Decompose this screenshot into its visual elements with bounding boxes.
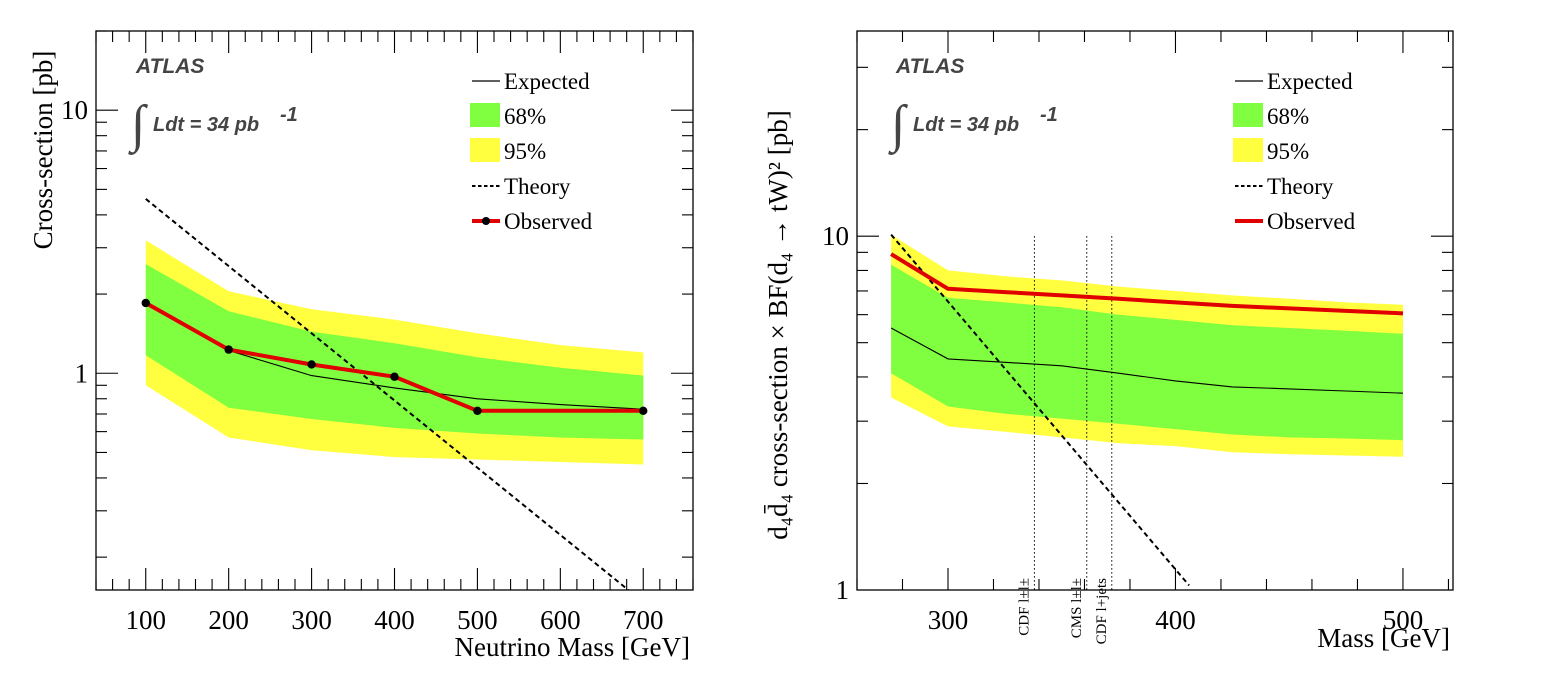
legend-label: Expected (1267, 69, 1353, 94)
legend-label: Observed (1267, 209, 1356, 234)
y-tick-label: 1 (75, 358, 89, 388)
x-tick-label: 700 (623, 605, 664, 635)
legend-label: Theory (504, 174, 571, 199)
y-tick-label: 10 (822, 221, 849, 251)
observed-point (307, 360, 316, 369)
legend: Expected 68% 95% Theory Observed (1233, 69, 1356, 234)
x-tick-label: 400 (374, 605, 415, 635)
observed-point (224, 345, 233, 354)
observed-line (144, 301, 644, 413)
observed-point (639, 406, 648, 415)
reference-line-label: CDF l±l± (1016, 578, 1032, 636)
plot-area (144, 198, 644, 590)
x-axis-title: Mass [GeV] (1317, 623, 1450, 653)
observed-point (473, 406, 482, 415)
band-68 (891, 264, 1403, 441)
observed-point (141, 298, 150, 308)
luminosity-label: Ldt = 34 pb (153, 114, 259, 136)
observed-line (890, 252, 1404, 316)
y-axis-title: Cross-section [pb] (28, 51, 58, 250)
chart-panel-left: 100 200 300 400 500 600 700 1 10 Neutrino Mass [G… (28, 30, 694, 662)
theory-line (890, 233, 1190, 587)
luminosity-superscript: -1 (280, 104, 298, 126)
x-tick-label: 300 (928, 605, 969, 635)
legend-label: Observed (504, 209, 593, 234)
x-axis-title: Neutrino Mass [GeV] (455, 632, 690, 662)
luminosity-superscript: -1 (1040, 104, 1058, 126)
legend-label: Expected (504, 69, 590, 94)
x-tick-label: 500 (1383, 605, 1424, 635)
reference-line-label: CMS l±l± (1069, 578, 1085, 638)
x-tick-label: 600 (540, 605, 581, 635)
band-68 (145, 264, 644, 440)
atlas-label: ATLAS (895, 55, 964, 78)
integral-sign: ∫ (888, 96, 908, 155)
legend: Expected 68% 95% Theory Observed (470, 69, 593, 234)
plot-frame (856, 30, 1454, 591)
legend-key-observed-marker (482, 217, 490, 225)
atlas-label: ATLAS (135, 55, 204, 78)
legend-key-95 (470, 138, 500, 162)
integral-sign: ∫ (128, 96, 148, 155)
expected-line (890, 327, 1404, 394)
chart-panel-right: CDF l±l± CMS l±l± CDF l+jets 300 400 500 1 10 Ma… (763, 30, 1454, 653)
x-tick-label: 200 (208, 605, 249, 635)
legend-label: 95% (504, 139, 546, 164)
luminosity-label: Ldt = 34 pb (913, 114, 1019, 136)
theory-line (145, 198, 629, 590)
x-tick-label: 100 (126, 605, 167, 635)
y-axis-title: d₄d̄₄ cross-section × BF(d₄ → tW)² [pb] (763, 110, 793, 540)
observed-point (390, 372, 399, 381)
legend-label: Theory (1267, 174, 1334, 199)
legend-label: 95% (1267, 139, 1309, 164)
legend-key-68 (1233, 103, 1263, 127)
legend-key-68 (470, 103, 500, 127)
plot-area (890, 233, 1404, 590)
y-tick-label: 1 (836, 575, 850, 605)
x-tick-label: 500 (457, 605, 498, 635)
legend-label: 68% (504, 104, 546, 129)
reference-line-label: CDF l+jets (1094, 578, 1110, 645)
x-tick-label: 300 (291, 605, 332, 635)
x-tick-label: 400 (1155, 605, 1196, 635)
y-tick-label: 10 (61, 95, 88, 125)
legend-label: 68% (1267, 104, 1309, 129)
legend-key-95 (1233, 138, 1263, 162)
